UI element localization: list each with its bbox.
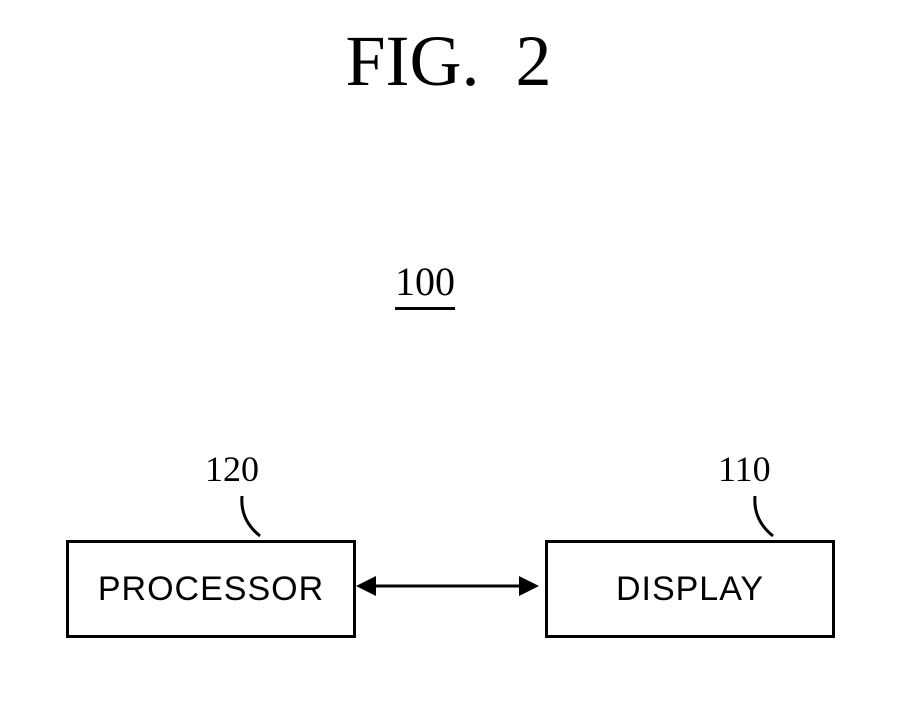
display-reference-label: 110 <box>718 448 771 490</box>
processor-lead-line <box>242 496 260 536</box>
main-reference-label: 100 <box>395 258 455 310</box>
figure-title: FIG. 2 <box>0 20 897 103</box>
display-lead-line <box>755 496 773 536</box>
processor-reference-label: 120 <box>205 448 259 490</box>
connector-arrowhead-left <box>356 576 376 596</box>
display-box: DISPLAY <box>545 540 835 638</box>
main-reference-text: 100 <box>395 258 455 310</box>
connector-arrowhead-right <box>519 576 539 596</box>
display-box-label: DISPLAY <box>616 570 764 609</box>
processor-box-label: PROCESSOR <box>98 570 324 609</box>
processor-box: PROCESSOR <box>66 540 356 638</box>
